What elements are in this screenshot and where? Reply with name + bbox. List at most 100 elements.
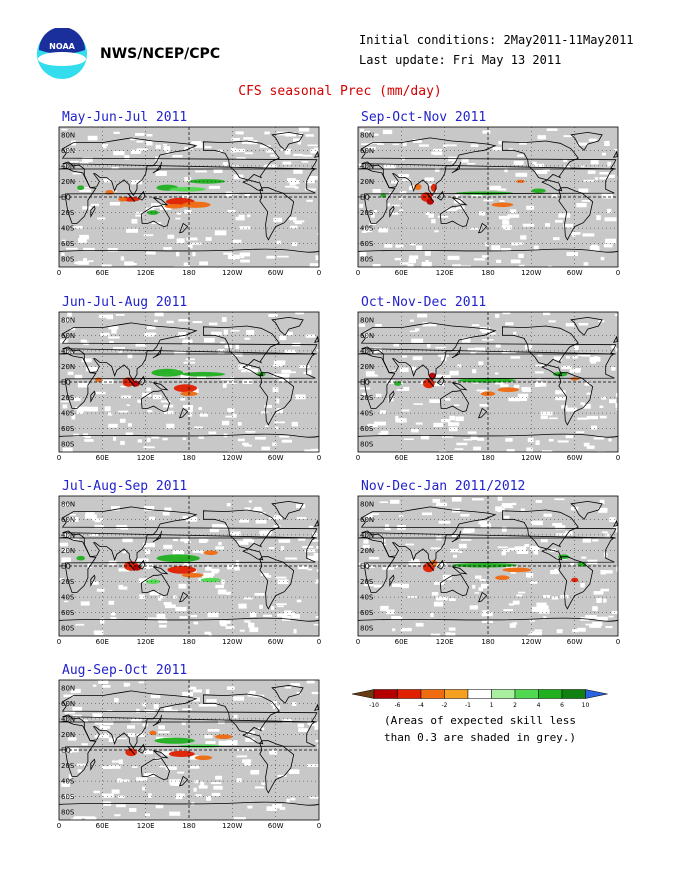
- low-skill-patch: [113, 151, 125, 156]
- lat-label: 80S: [61, 625, 75, 633]
- low-skill-patch: [247, 214, 251, 218]
- low-skill-patch: [497, 496, 503, 501]
- coastline: [61, 137, 318, 197]
- low-skill-patch: [543, 616, 547, 619]
- low-skill-patch: [594, 177, 599, 180]
- low-skill-patch: [184, 209, 192, 214]
- low-skill-patch: [273, 525, 281, 528]
- coastline: [271, 684, 304, 704]
- low-skill-patch: [565, 531, 573, 536]
- low-skill-patch: [413, 403, 423, 405]
- legend-swatch: [538, 689, 563, 699]
- low-skill-patch: [209, 528, 219, 533]
- low-skill-patch: [293, 220, 305, 223]
- low-skill-patch: [108, 600, 115, 605]
- lat-label: 80S: [360, 625, 374, 633]
- precip-anomaly: [122, 377, 135, 387]
- low-skill-patch: [192, 388, 199, 394]
- low-skill-patch: [61, 239, 66, 243]
- coastline: [140, 205, 170, 228]
- precip-anomaly: [451, 562, 517, 568]
- coastline: [426, 561, 435, 571]
- low-skill-patch: [225, 415, 235, 418]
- legend-tick: 2: [513, 702, 517, 708]
- low-skill-patch: [284, 610, 293, 616]
- lon-label: 120E: [137, 454, 155, 462]
- low-skill-patch: [599, 415, 607, 419]
- low-skill-patch: [555, 525, 566, 530]
- lon-label: 180: [182, 822, 195, 830]
- low-skill-patch: [81, 358, 92, 363]
- low-skill-patch: [517, 154, 524, 157]
- low-skill-patch: [231, 137, 240, 141]
- legend-swatch: [373, 689, 398, 699]
- low-skill-patch: [472, 584, 476, 589]
- low-skill-patch: [198, 704, 209, 707]
- low-skill-patch: [264, 404, 272, 408]
- precip-anomaly: [502, 567, 532, 573]
- low-skill-patch: [519, 397, 527, 401]
- precip-anomaly: [151, 368, 184, 377]
- low-skill-patch: [445, 144, 457, 147]
- low-skill-patch: [400, 627, 412, 632]
- low-skill-patch: [586, 392, 591, 395]
- precip-anomaly: [394, 381, 402, 386]
- low-skill-patch: [266, 149, 275, 153]
- low-skill-patch: [470, 435, 478, 440]
- low-skill-patch: [80, 601, 90, 606]
- low-skill-patch: [479, 579, 486, 581]
- low-skill-patch: [532, 606, 542, 612]
- low-skill-patch: [555, 397, 566, 401]
- low-skill-patch: [310, 448, 321, 453]
- low-skill-patch: [293, 169, 303, 174]
- low-skill-patch: [378, 432, 387, 435]
- coastline: [558, 187, 594, 241]
- low-skill-patch: [415, 622, 424, 627]
- coastline: [389, 390, 395, 403]
- low-skill-patch: [123, 682, 129, 687]
- low-skill-patch: [274, 421, 285, 424]
- low-skill-patch: [99, 725, 103, 729]
- low-skill-patch: [566, 356, 570, 359]
- low-skill-patch: [556, 629, 563, 634]
- low-skill-patch: [492, 147, 502, 151]
- low-skill-patch: [83, 433, 88, 437]
- lat-label: 60N: [61, 700, 75, 708]
- low-skill-patch: [428, 213, 434, 218]
- low-skill-patch: [248, 500, 252, 503]
- low-skill-patch: [600, 570, 607, 575]
- low-skill-patch: [434, 230, 439, 233]
- low-skill-patch: [170, 709, 178, 713]
- lat-label: 20N: [61, 363, 75, 371]
- low-skill-patch: [181, 793, 185, 797]
- low-skill-patch: [173, 539, 178, 542]
- precip-anomaly: [95, 377, 103, 382]
- low-skill-patch: [578, 323, 589, 326]
- low-skill-patch: [395, 244, 404, 248]
- low-skill-patch: [102, 685, 111, 688]
- low-skill-patch: [142, 723, 148, 727]
- low-skill-patch: [183, 361, 196, 364]
- precip-anomaly: [169, 186, 206, 192]
- coastline: [570, 316, 603, 336]
- low-skill-patch: [131, 180, 143, 185]
- low-skill-patch: [409, 255, 419, 260]
- low-skill-patch: [508, 547, 516, 551]
- low-skill-patch: [279, 435, 290, 438]
- coastline: [61, 690, 318, 750]
- low-skill-patch: [399, 191, 407, 194]
- low-skill-patch: [608, 615, 614, 618]
- coastline: [389, 574, 395, 587]
- coastline: [259, 740, 295, 794]
- low-skill-patch: [436, 502, 447, 507]
- low-skill-patch: [502, 350, 509, 354]
- low-skill-patch: [599, 177, 607, 180]
- low-skill-patch: [146, 134, 153, 137]
- low-skill-patch: [448, 627, 456, 631]
- lat-label: 20S: [61, 394, 75, 402]
- precip-anomaly: [164, 204, 185, 209]
- low-skill-patch: [477, 437, 485, 441]
- low-skill-patch: [536, 382, 547, 387]
- low-skill-patch: [75, 406, 87, 410]
- coastline: [612, 519, 618, 527]
